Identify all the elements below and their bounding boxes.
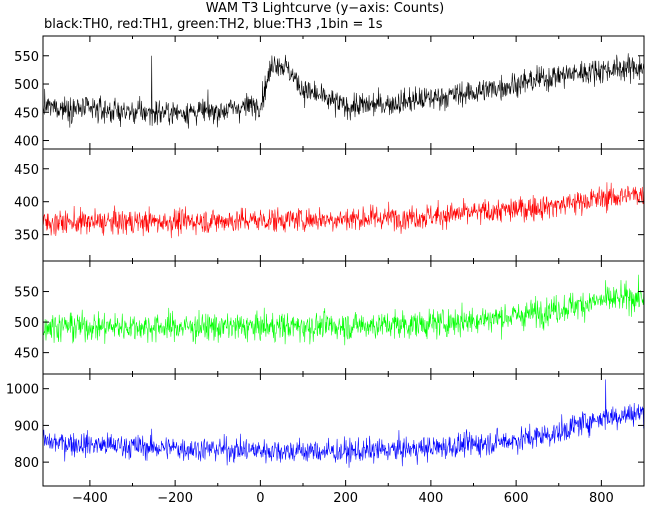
y-tick-label: 550: [14, 50, 39, 65]
y-tick-label: 550: [14, 286, 39, 301]
y-tick-label: 900: [14, 419, 39, 434]
x-tick-label: 200: [333, 491, 358, 505]
y-tick-label: 500: [14, 316, 39, 331]
series-line-th1: [43, 182, 644, 239]
y-tick-label: 400: [14, 196, 39, 211]
x-tick-label: 800: [589, 491, 614, 505]
y-tick-label: 1000: [6, 383, 39, 398]
y-tick-label: 800: [14, 456, 39, 471]
panel-frame-3: [42, 260, 645, 375]
chart-title: WAM T3 Lightcurve (y−axis: Counts): [205, 1, 445, 16]
panel-frame-4: [42, 373, 645, 487]
x-tick-label: −400: [72, 491, 108, 505]
y-tick-label: 450: [14, 106, 39, 121]
x-tick-label: 600: [504, 491, 529, 505]
series-line-th3: [43, 379, 644, 468]
x-tick-label: −200: [157, 491, 193, 505]
y-tick-label: 500: [14, 78, 39, 93]
panel-frame-1: [42, 35, 645, 150]
x-tick-label: 400: [418, 491, 443, 505]
y-tick-label: 450: [14, 163, 39, 178]
y-tick-label: 350: [14, 229, 39, 244]
y-tick-label: 400: [14, 135, 39, 150]
series-line-th2: [43, 274, 644, 346]
x-tick-label: 0: [256, 491, 264, 505]
chart-subtitle: black:TH0, red:TH1, green:TH2, blue:TH3 …: [44, 17, 383, 32]
series-line-th0: [43, 53, 644, 129]
y-tick-label: 450: [14, 347, 39, 362]
